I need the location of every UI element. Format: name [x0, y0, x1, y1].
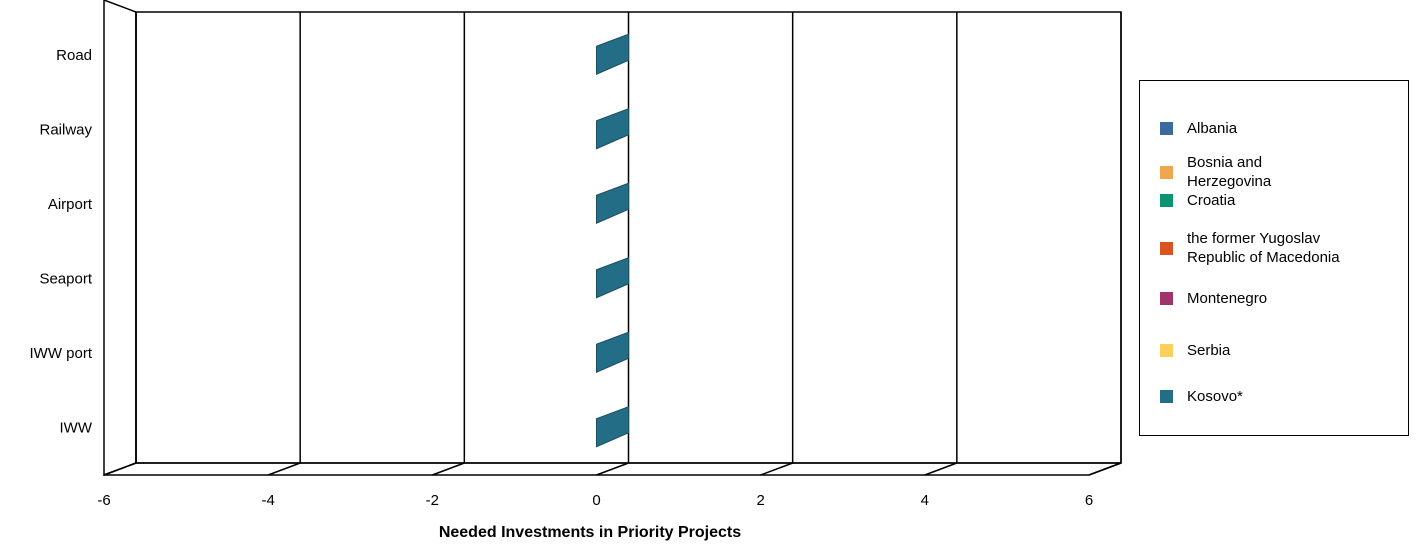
legend-item: the former Yugoslav Republic of Macedonia: [1160, 229, 1400, 267]
legend-label-line: Kosovo*: [1187, 388, 1243, 405]
legend-label-line: Montenegro: [1187, 290, 1268, 307]
x-tick-label: 2: [756, 492, 764, 509]
bar-marks: [596, 33, 629, 448]
floor-gridline: [924, 462, 958, 476]
bar: [596, 33, 629, 76]
legend-label: the former Yugoslav Republic of Macedonia: [1187, 229, 1340, 267]
bar: [596, 257, 629, 299]
y-category-label: Airport: [48, 196, 93, 213]
legend-label-line: the former Yugoslav: [1187, 230, 1321, 247]
x-tick-label: -2: [426, 492, 439, 509]
bar: [596, 108, 629, 150]
legend-swatch: [1160, 292, 1173, 305]
y-axis-labels: Road Railway Airport Seaport IWW port IWW: [30, 47, 93, 437]
left-wall: [103, 0, 137, 477]
legend-label: Serbia: [1187, 341, 1230, 360]
x-tick-label: 4: [921, 492, 929, 509]
legend-label: Bosnia and Herzegovina: [1187, 153, 1271, 191]
legend-item: Kosovo*: [1160, 387, 1400, 406]
gridlines: [103, 12, 1122, 476]
floor-gridline: [1088, 462, 1122, 476]
floor-gridline: [596, 462, 629, 476]
legend-label: Montenegro: [1187, 289, 1267, 308]
legend-swatch: [1160, 194, 1173, 207]
legend-item: Croatia: [1160, 191, 1400, 210]
y-category-label: Railway: [39, 122, 92, 139]
y-category-label: Seaport: [39, 271, 92, 288]
x-tick-label: 6: [1085, 492, 1093, 509]
legend-label-line: Republic of Macedonia: [1187, 249, 1340, 266]
legend-label-line: Albania: [1187, 120, 1238, 137]
bar: [596, 182, 629, 225]
legend-label-line: Serbia: [1187, 342, 1231, 359]
x-tick-label: -4: [261, 492, 274, 509]
legend: Albania Bosnia and Herzegovina Croatia the f…: [1139, 80, 1409, 436]
legend-swatch: [1160, 122, 1173, 135]
y-category-label: IWW port: [30, 345, 93, 362]
x-axis-labels: -6 -4 -2 0 2 4 6: [97, 492, 1093, 509]
legend-swatch: [1160, 344, 1173, 357]
legend-item: Serbia: [1160, 341, 1400, 360]
legend-swatch: [1160, 241, 1173, 255]
legend-swatch: [1160, 165, 1173, 179]
bar: [596, 331, 629, 374]
legend-label-line: Croatia: [1187, 192, 1236, 209]
legend-label: Croatia: [1187, 191, 1235, 210]
legend-swatch: [1160, 390, 1173, 403]
legend-item: Bosnia and Herzegovina: [1160, 153, 1400, 191]
floor-gridline: [103, 462, 137, 476]
x-axis-title: Needed Investments in Priority Projects: [439, 524, 741, 541]
legend-item: Montenegro: [1160, 289, 1400, 308]
plot-frame: [103, 0, 1122, 477]
y-category-label: IWW: [60, 420, 93, 437]
legend-label-line: Bosnia and: [1187, 154, 1263, 171]
x-tick-label: -6: [97, 492, 110, 509]
legend-label: Kosovo*: [1187, 387, 1243, 406]
legend-label-line: Herzegovina: [1187, 173, 1272, 190]
legend-item: Albania: [1160, 119, 1400, 138]
floor-gridline: [432, 462, 465, 476]
bar: [596, 406, 629, 448]
x-tick-label: 0: [592, 492, 600, 509]
y-category-label: Road: [56, 47, 92, 64]
floor-gridline: [760, 462, 793, 476]
legend-label: Albania: [1187, 119, 1237, 138]
floor-gridline: [267, 462, 301, 476]
